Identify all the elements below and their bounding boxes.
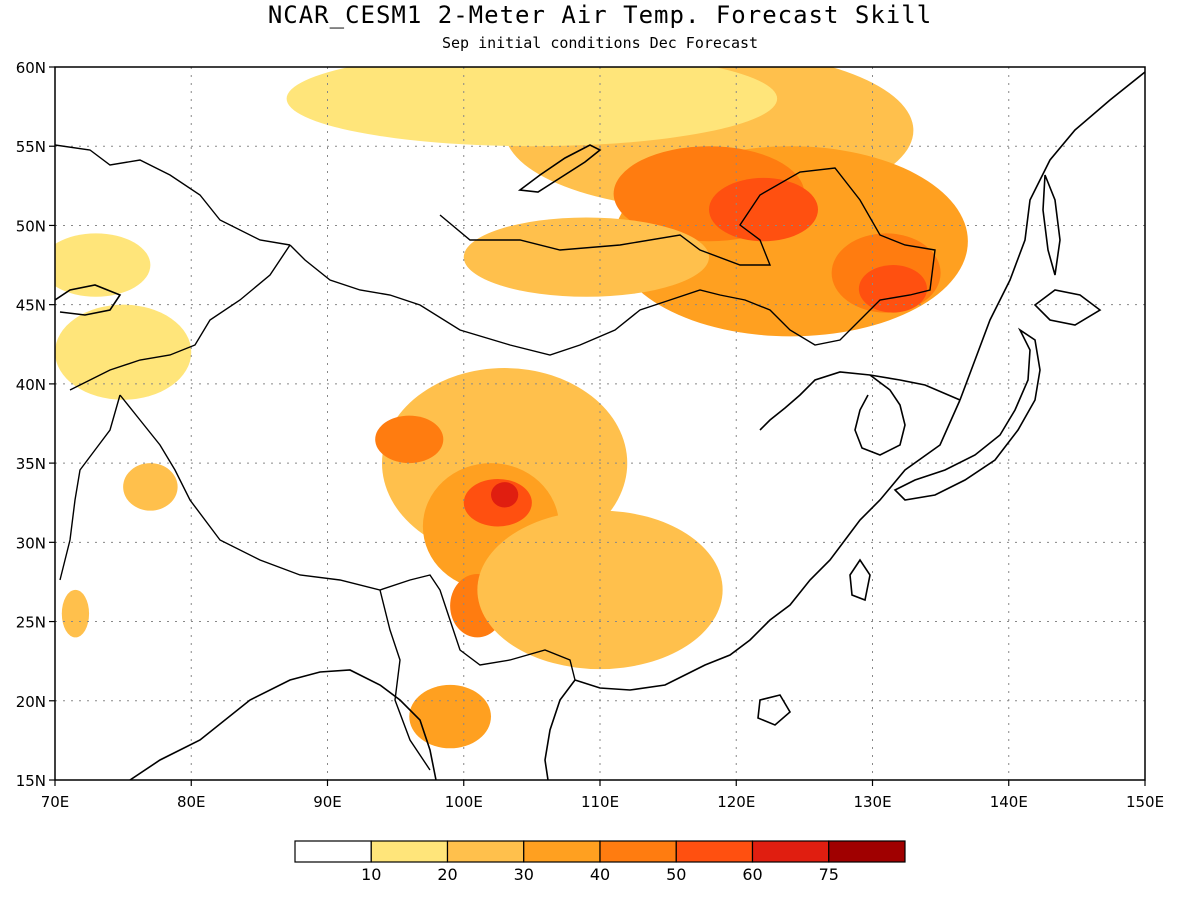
- x-tick-label: 70E: [41, 793, 70, 811]
- map-title: NCAR_CESM1 2-Meter Air Temp. Forecast Sk…: [267, 1, 933, 29]
- coastline-china: [574, 399, 961, 691]
- borders: [55, 144, 936, 771]
- coastline-taiwan: [849, 558, 871, 602]
- x-axis-ticks: 70E 80E 90E 100E 110E 120E 130E 140E 150E: [41, 780, 1164, 811]
- border-central-asia: [69, 244, 291, 391]
- colorbar-swatch: [294, 840, 372, 863]
- y-tick-label: 25N: [16, 614, 46, 632]
- skill-region: [858, 265, 927, 313]
- colorbar-swatch: [675, 840, 754, 863]
- x-tick-label: 110E: [581, 793, 619, 811]
- skill-region: [55, 233, 151, 297]
- x-tick-label: 90E: [313, 793, 342, 811]
- caspian-aral: [55, 284, 122, 316]
- skill-region: [709, 177, 818, 242]
- colorbar-label: 30: [514, 865, 534, 884]
- y-tick-label: 20N: [16, 693, 46, 711]
- y-tick-label: 40N: [16, 376, 46, 394]
- colorbar-swatch: [751, 840, 830, 863]
- colorbar-swatch: [446, 840, 525, 863]
- colorbar: 10 20 30 40 50 60 75: [294, 840, 906, 884]
- x-tick-label: 130E: [853, 793, 891, 811]
- y-tick-label: 45N: [16, 297, 46, 315]
- y-tick-label: 55N: [16, 138, 46, 156]
- coastline-indochina: [544, 679, 576, 780]
- y-tick-label: 15N: [16, 772, 46, 790]
- skill-region: [409, 684, 491, 749]
- y-tick-label: 50N: [16, 217, 46, 235]
- border-kazakhstan: [55, 144, 291, 246]
- coastline-japan: [893, 327, 1041, 501]
- skill-region: [491, 482, 519, 508]
- coastline-hokkaido: [1033, 289, 1102, 326]
- skill-region: [375, 415, 444, 464]
- gridlines: [55, 67, 1145, 780]
- lake-baikal: [517, 144, 602, 193]
- coastline-korea: [854, 374, 906, 456]
- x-tick-label: 140E: [990, 793, 1028, 811]
- coastlines: [55, 71, 1145, 780]
- colorbar-swatch: [370, 840, 449, 863]
- border-pakistan: [59, 394, 121, 581]
- colorbar-label: 75: [819, 865, 839, 884]
- coastline-sakhalin: [1042, 174, 1061, 276]
- skill-region: [463, 217, 709, 297]
- y-tick-label: 30N: [16, 534, 46, 552]
- border-himalaya: [119, 394, 576, 681]
- colorbar-label: 50: [666, 865, 686, 884]
- coastline-bohai: [759, 371, 961, 431]
- coastline-northeast: [959, 71, 1145, 401]
- colorbar-swatch: [828, 840, 906, 863]
- coastline-hainan: [757, 694, 792, 726]
- border-burma: [379, 589, 431, 771]
- skill-region: [61, 589, 90, 638]
- coastline-bay-of-bengal: [129, 669, 437, 780]
- colorbar-swatch: [599, 840, 677, 863]
- y-tick-label: 35N: [16, 455, 46, 473]
- skill-region: [123, 463, 178, 511]
- x-tick-label: 100E: [445, 793, 483, 811]
- y-axis-ticks: 15N 20N 25N 30N 35N 40N 45N 50N 55N 60N: [16, 59, 55, 790]
- skill-region: [286, 67, 778, 147]
- colorbar-label: 20: [437, 865, 457, 884]
- colorbar-swatch: [523, 840, 601, 863]
- colorbar-label: 10: [361, 865, 381, 884]
- skill-region: [477, 510, 723, 670]
- x-tick-label: 150E: [1126, 793, 1164, 811]
- map-subtitle: Sep initial conditions Dec Forecast: [441, 34, 759, 52]
- x-tick-label: 120E: [717, 793, 755, 811]
- colorbar-label: 60: [742, 865, 762, 884]
- plot-area: [55, 67, 1145, 780]
- colorbar-label: 40: [590, 865, 610, 884]
- border-mongolia: [289, 167, 936, 356]
- skill-region: [55, 304, 192, 400]
- x-tick-label: 80E: [177, 793, 206, 811]
- y-tick-label: 60N: [16, 59, 46, 77]
